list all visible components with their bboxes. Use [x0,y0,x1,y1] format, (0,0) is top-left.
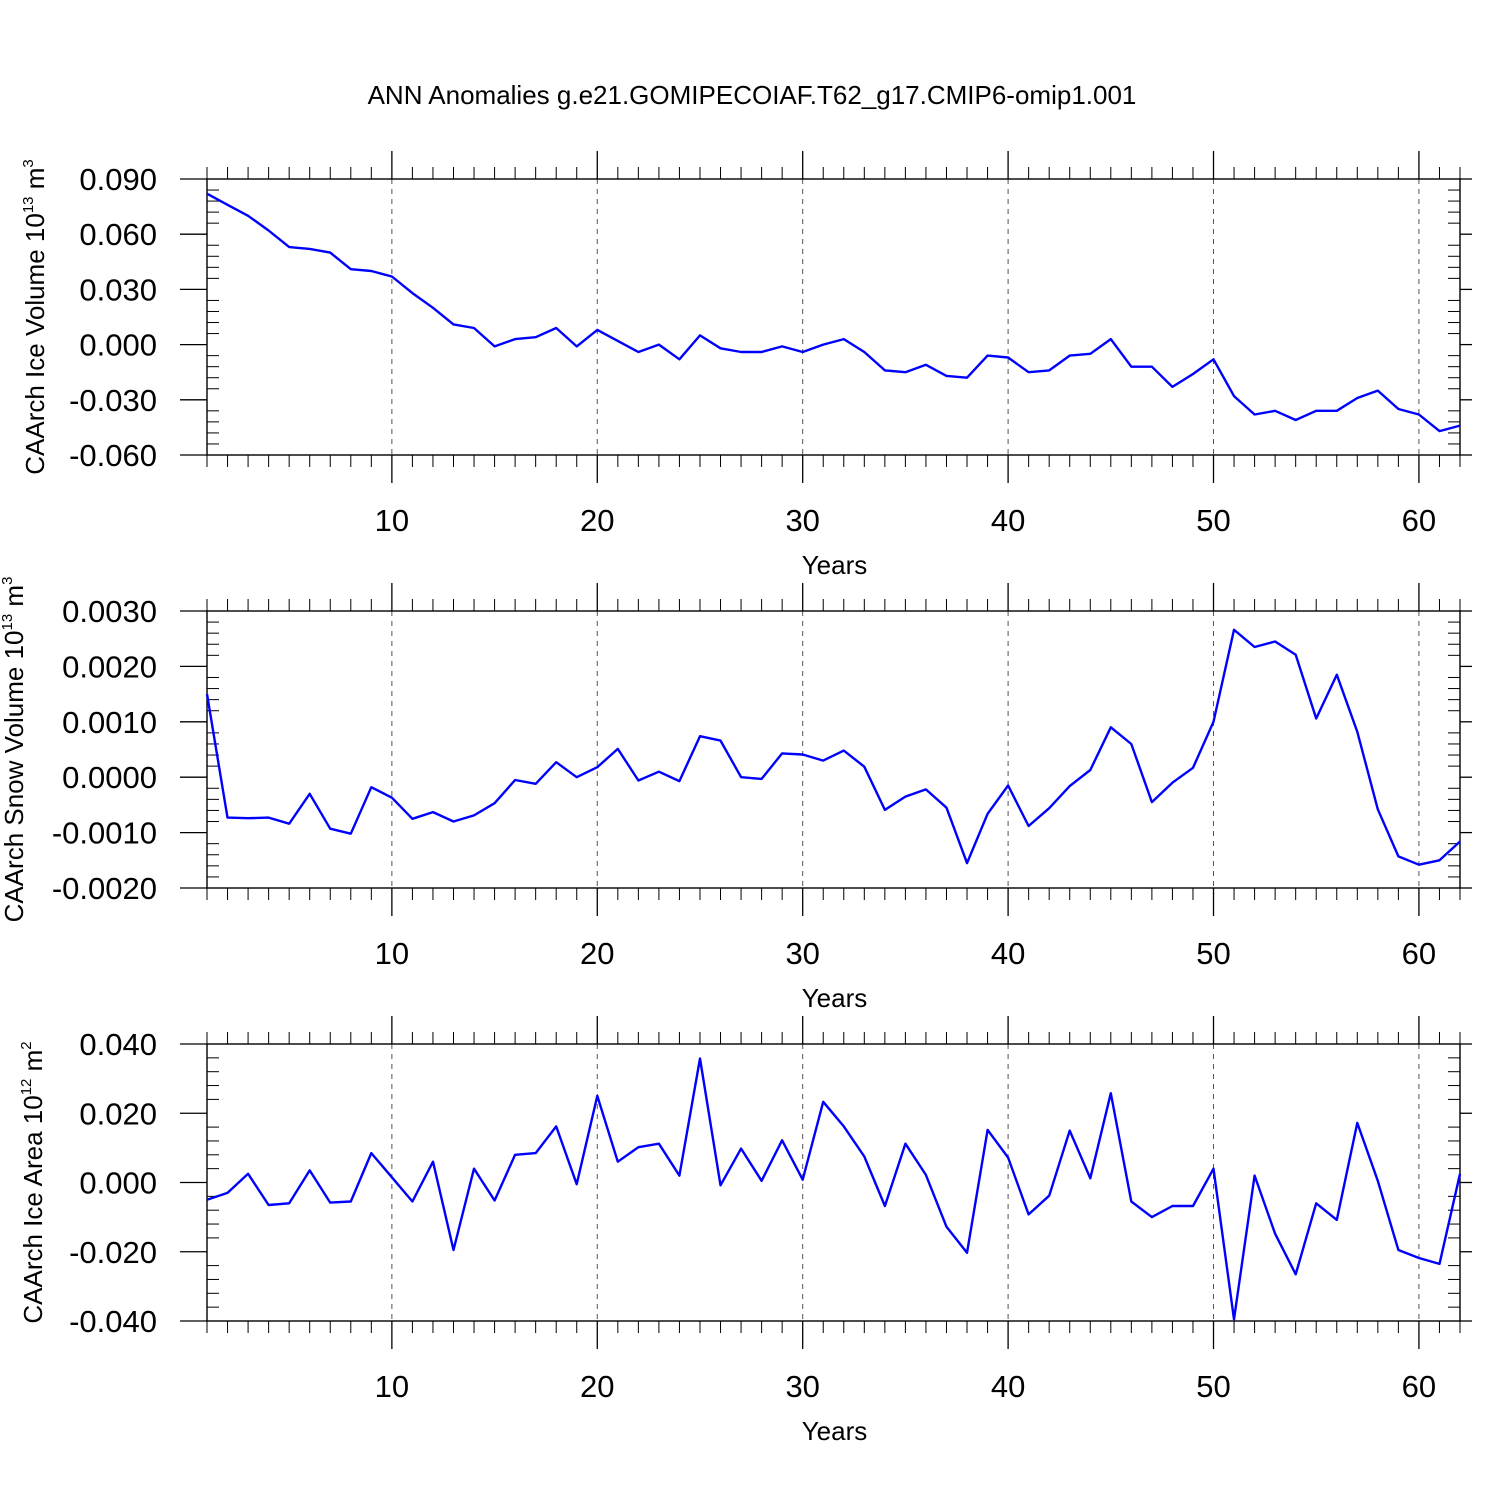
snow-volume-plot-frame [206,610,1461,889]
ice-area-y-axis-title: CAArch Ice Area 1012 m2 [18,1041,48,1323]
ice-area-y-axis-title-ylabel-exponent: 12 [18,1079,35,1096]
ice-area-y-tick-label: 0.020 [79,1096,157,1131]
ice-volume-y-axis-title-ylabel-unit-power: 3 [20,159,37,167]
ice-volume-y-tick-label: 0.000 [79,328,157,363]
ice-volume-x-tick-label: 30 [785,503,819,538]
ice-area-x-tick-label: 20 [580,1369,614,1404]
snow-volume-y-axis-title-ylabel: CAArch Snow Volume 10 [0,630,29,922]
ice-volume-y-tick-label: -0.060 [69,438,157,473]
snow-volume-y-tick-label: 0.0010 [62,705,157,740]
snow-volume-panel: 10 20 30 40 50 60 -0.0020 -0.0010 0.0000 0.0010 0.… [0,577,1472,1013]
ice-volume-x-axis-title: Years [802,550,868,580]
ice-volume-x-tick-label: 40 [991,503,1025,538]
ice-volume-y-tick-label: 0.090 [79,162,157,197]
snow-volume-y-axis-title: CAArch Snow Volume 1013 m3 [0,577,29,923]
snow-volume-y-tick-label: 0.0000 [62,760,157,795]
ice-area-x-axis-title: Years [802,1416,868,1446]
snow-volume-x-tick-label: 50 [1196,936,1230,971]
snow-volume-y-axis-title-ylabel-unit-power: 3 [0,577,16,585]
ice-area-x-tick-label: 30 [785,1369,819,1404]
ice-volume-plot-frame [206,178,1461,456]
ice-area-x-tick-label: 10 [375,1369,409,1404]
snow-volume-x-tick-label: 60 [1402,936,1436,971]
ice-area-series-line [206,1057,1462,1321]
snow-volume-y-tick-label: -0.0020 [52,871,157,906]
snow-volume-x-tick-label: 30 [785,936,819,971]
figure-title: ANN Anomalies g.e21.GOMIPECOIAF.T62_g17.… [368,80,1137,110]
snow-volume-y-tick-label: 0.0030 [62,594,157,629]
ice-volume-y-tick-label: 0.030 [79,272,157,307]
snow-volume-series-line [205,628,1461,866]
ice-volume-series-line [206,192,1461,433]
ice-volume-y-axis-title-ylabel-exponent: 13 [20,196,37,213]
ice-area-x-tick-label: 60 [1402,1369,1436,1404]
snow-volume-x-axis-title: Years [802,983,868,1013]
ice-area-y-tick-label: -0.020 [69,1235,157,1270]
ice-volume-x-tick-label: 10 [375,503,409,538]
ice-volume-y-tick-label: -0.030 [69,383,157,418]
snow-volume-x-tick-label: 40 [991,936,1025,971]
ice-area-y-tick-label: -0.040 [69,1304,157,1339]
ice-volume-x-tick-label: 60 [1402,503,1436,538]
snow-volume-y-axis-title-ylabel-exponent: 13 [0,614,16,631]
ice-area-y-axis-title-ylabel-unit: m [18,1050,48,1079]
ice-volume-panel: 10 20 30 40 50 60 -0.060 -0.030 0.000 0.030 0.060 0… [20,151,1472,580]
ice-volume-x-tick-label: 20 [580,503,614,538]
snow-volume-y-tick-label: -0.0010 [52,816,157,851]
ice-area-y-axis-title-ylabel: CAArch Ice Area 10 [18,1095,48,1323]
snow-volume-y-tick-label: 0.0020 [62,649,157,684]
ice-volume-x-tick-label: 50 [1196,503,1230,538]
ice-area-y-tick-label: 0.000 [79,1166,157,1201]
snow-volume-x-tick-label: 20 [580,936,614,971]
ice-volume-y-tick-label: 0.060 [79,217,157,252]
ice-area-x-tick-label: 50 [1196,1369,1230,1404]
ice-area-panel: 10 20 30 40 50 60 -0.040 -0.020 0.000 0.020 0.040 Y… [18,1016,1472,1446]
snow-volume-y-axis-title-ylabel-unit: m [0,585,29,614]
ice-volume-y-axis-title: CAArch Ice Volume 1013 m3 [20,159,50,475]
ice-area-x-tick-label: 40 [991,1369,1025,1404]
ice-volume-y-axis-title-ylabel-unit: m [20,168,50,197]
ice-volume-y-axis-title-ylabel: CAArch Ice Volume 10 [20,213,50,475]
ice-area-y-tick-label: 0.040 [79,1027,157,1062]
ice-area-y-axis-title-ylabel-unit-power: 2 [18,1041,35,1049]
snow-volume-x-tick-label: 10 [375,936,409,971]
